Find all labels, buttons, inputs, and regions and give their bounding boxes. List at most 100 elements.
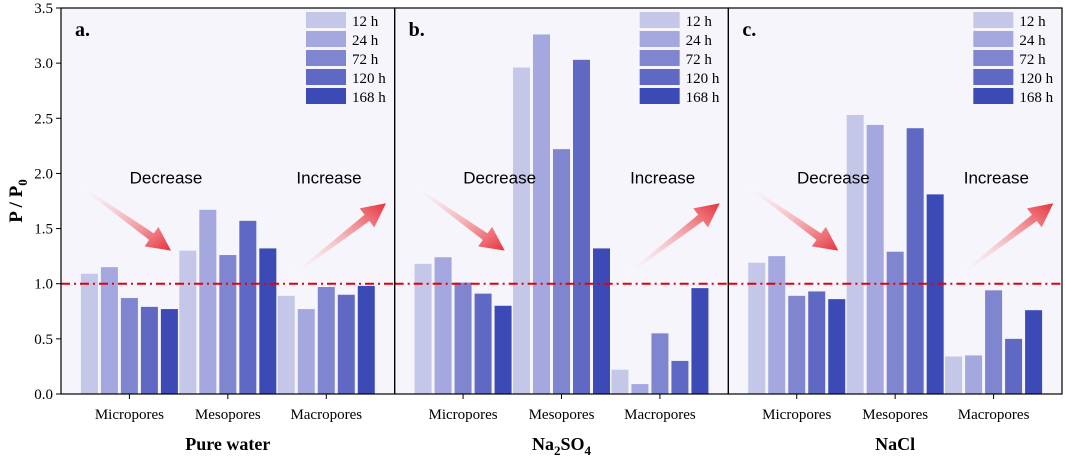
bar <box>748 262 766 394</box>
bar <box>474 293 492 394</box>
panel-title-part: 4 <box>585 443 592 457</box>
legend-swatch <box>306 88 346 104</box>
bar <box>651 333 669 394</box>
bar <box>179 250 197 394</box>
category-label: Micropores <box>428 407 497 423</box>
y-axis-label: P / P0 <box>6 179 30 222</box>
decrease-arrow <box>82 187 171 251</box>
bar <box>553 149 570 394</box>
y-tick-label: 3.0 <box>34 56 53 72</box>
panel-letter: a. <box>75 19 90 41</box>
legend-label: 24 h <box>686 33 713 49</box>
y-axis-label-sub: 0 <box>15 179 30 186</box>
panel-frame <box>727 7 1063 395</box>
increase-arrow <box>629 203 720 274</box>
legend-swatch <box>306 12 346 28</box>
legend-label: 12 h <box>352 14 379 30</box>
decrease-annotation: Decrease <box>130 168 203 187</box>
legend-swatch <box>973 50 1014 66</box>
y-tick-label: 0.0 <box>34 387 53 403</box>
bar <box>199 209 217 394</box>
y-tick-label: 1.0 <box>34 277 53 293</box>
decrease-arrow <box>749 187 839 251</box>
category-label: Macropores <box>624 407 696 423</box>
category-label: Micropores <box>762 407 831 423</box>
increase-annotation: Increase <box>296 168 361 187</box>
panel-title-part: Na <box>532 434 554 454</box>
legend-label: 24 h <box>352 33 379 49</box>
category-label: Mesopores <box>529 407 595 423</box>
decrease-arrow <box>416 187 505 251</box>
y-tick-label: 0.5 <box>34 332 53 348</box>
bar <box>120 298 138 394</box>
decrease-annotation: Decrease <box>797 168 870 187</box>
bar <box>454 282 472 394</box>
panel-letter: b. <box>409 19 425 41</box>
bar <box>494 305 512 394</box>
bar <box>573 59 590 394</box>
legend-swatch <box>973 31 1014 47</box>
legend-label: 120 h <box>686 71 720 87</box>
bar <box>906 128 924 394</box>
bar <box>846 114 864 394</box>
category-label: Micropores <box>95 407 164 423</box>
category-label: Macropores <box>958 407 1030 423</box>
panel-title-part: SO <box>560 434 584 454</box>
increase-arrow <box>962 203 1054 274</box>
legend-label: 12 h <box>686 14 713 30</box>
bar <box>1025 310 1043 394</box>
y-tick-label: 3.5 <box>34 1 53 17</box>
increase-annotation: Increase <box>630 168 695 187</box>
bar <box>611 369 629 394</box>
panel-title-part: 2 <box>554 443 561 457</box>
category-label: Mesopores <box>862 407 928 423</box>
bar <box>434 257 452 394</box>
bar <box>513 67 530 394</box>
panel-title: Na2SO4 <box>532 434 592 457</box>
bar <box>533 34 550 395</box>
bar <box>357 285 375 394</box>
bar <box>160 309 178 394</box>
category-label: Mesopores <box>195 407 261 423</box>
legend-label: 24 h <box>1019 33 1046 49</box>
legend-swatch <box>306 50 346 66</box>
legend-label: 72 h <box>352 52 379 68</box>
bar <box>828 299 846 394</box>
bar <box>985 290 1003 394</box>
legend-label: 168 h <box>686 90 720 106</box>
bar <box>140 306 158 394</box>
legend-swatch <box>306 31 346 47</box>
legend-swatch <box>973 12 1014 28</box>
y-tick-label: 2.5 <box>34 111 53 127</box>
legend-swatch <box>639 12 680 28</box>
legend-label: 72 h <box>686 52 713 68</box>
bar <box>317 287 335 394</box>
bar <box>768 256 786 394</box>
bar <box>219 255 237 394</box>
bar <box>788 295 806 394</box>
legend-label: 120 h <box>1019 71 1053 87</box>
legend-label: 120 h <box>352 71 386 87</box>
bar <box>277 295 295 394</box>
legend-swatch <box>639 50 680 66</box>
bar <box>239 220 257 394</box>
decrease-annotation: Decrease <box>463 168 536 187</box>
bar <box>965 355 983 394</box>
increase-annotation: Increase <box>964 168 1029 187</box>
legend-swatch <box>306 69 346 85</box>
category-label: Macropores <box>290 407 362 423</box>
legend-swatch <box>639 88 680 104</box>
y-tick-label: 2.0 <box>34 166 53 182</box>
panel-letter: c. <box>742 19 756 41</box>
legend-swatch <box>639 69 680 85</box>
legend-label: 12 h <box>1019 14 1046 30</box>
bar <box>337 294 355 394</box>
bar <box>671 360 689 394</box>
y-tick-label: 1.5 <box>34 222 53 238</box>
bar <box>80 273 98 394</box>
bar <box>297 309 315 394</box>
bar <box>1005 338 1023 394</box>
panel-title: NaCl <box>875 434 915 454</box>
legend-label: 72 h <box>1019 52 1046 68</box>
panel-title: Pure water <box>185 434 270 454</box>
